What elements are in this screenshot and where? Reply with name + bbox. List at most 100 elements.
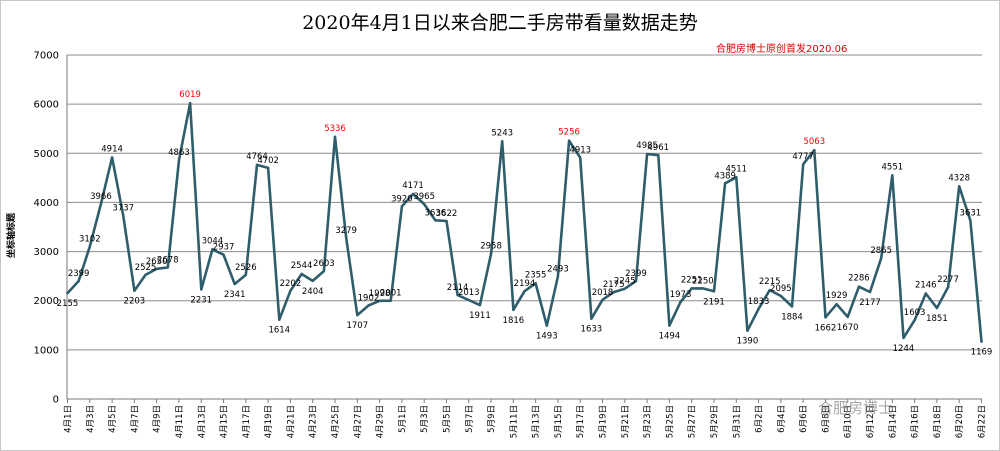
data-point [411, 192, 415, 196]
data-point [99, 202, 103, 206]
data-label: 3965 [413, 192, 435, 202]
data-label: 2194 [514, 279, 536, 289]
x-tick-label: 5月11日 [509, 405, 519, 438]
data-label: 1884 [781, 312, 803, 322]
data-point [188, 102, 192, 105]
data-label: 1614 [268, 326, 290, 336]
data-point [668, 324, 671, 327]
data-point [445, 219, 448, 223]
data-point [612, 290, 615, 294]
data-label: 1633 [581, 325, 603, 335]
data-label: 4914 [101, 145, 123, 155]
data-label: 3622 [436, 209, 458, 219]
data-point [88, 245, 91, 248]
data-label: 5063 [803, 137, 825, 147]
x-tick-label: 4月29日 [376, 405, 386, 438]
data-point [634, 279, 638, 283]
data-point [657, 154, 660, 157]
data-label: 2177 [859, 298, 881, 308]
data-label: 4171 [402, 181, 424, 191]
data-point [289, 289, 292, 292]
data-label: 2493 [547, 264, 569, 274]
x-tick-label: 5月7日 [465, 405, 475, 433]
data-point [567, 139, 571, 142]
data-label: 1494 [659, 332, 681, 342]
x-tick-label: 6月12日 [866, 405, 876, 438]
data-point [679, 300, 682, 304]
data-point [534, 282, 537, 285]
data-point [723, 182, 727, 185]
y-tick-label: 2000 [34, 296, 59, 307]
data-label: 2175 [603, 280, 625, 290]
data-point [958, 185, 961, 188]
data-point [266, 166, 270, 170]
data-point [344, 236, 348, 240]
x-tick-label: 5月1日 [398, 405, 408, 433]
data-point [356, 313, 359, 317]
x-tick-label: 5月13日 [532, 405, 542, 438]
data-label: 2202 [280, 279, 302, 289]
data-point [122, 214, 125, 217]
y-tick-label: 3000 [34, 247, 59, 258]
data-point [879, 257, 883, 260]
y-tick-label: 1000 [34, 345, 59, 356]
data-point [333, 135, 337, 138]
data-label: 2958 [480, 242, 502, 252]
data-point [813, 148, 816, 152]
data-point [77, 279, 80, 283]
x-tick-label: 6月18日 [933, 405, 943, 438]
data-label: 1973 [670, 290, 692, 300]
data-point [935, 306, 939, 310]
data-point [857, 285, 861, 288]
data-label: 3966 [90, 192, 112, 202]
data-label: 2018 [592, 288, 614, 298]
x-tick-label: 5月27日 [688, 405, 698, 438]
x-tick-label: 4月3日 [86, 405, 96, 433]
series-line [66, 101, 983, 343]
data-point [980, 340, 983, 343]
data-label: 1244 [893, 344, 915, 354]
data-label: 4551 [882, 162, 904, 172]
data-label: 3636 [425, 208, 447, 218]
data-point [824, 316, 827, 319]
data-point [255, 163, 259, 167]
data-label: 1169 [971, 348, 993, 358]
x-tick-label: 6月6日 [799, 405, 809, 433]
data-point [467, 298, 470, 302]
series-line-layer [66, 101, 983, 343]
data-labels: 2155 2399 3102 3966 4914 3737 2203 252526502678… [57, 90, 993, 357]
data-label: 2544 [291, 261, 313, 271]
data-point [523, 289, 526, 293]
data-label: 1833 [748, 297, 770, 307]
x-tick-label: 5月21日 [621, 405, 631, 438]
data-point [389, 299, 392, 302]
data-label: 4702 [257, 156, 279, 166]
data-point [311, 279, 314, 283]
data-point [868, 290, 872, 294]
data-label: 2603 [313, 259, 335, 269]
data-point [579, 156, 582, 159]
data-label: 1390 [737, 337, 759, 347]
data-point [690, 287, 693, 290]
data-point [969, 219, 972, 222]
data-label: 2001 [380, 289, 402, 299]
data-label: 1707 [346, 321, 368, 331]
data-label: 2286 [848, 274, 870, 284]
x-tick-label: 6月10日 [844, 405, 854, 438]
data-point [891, 174, 894, 177]
data-point [144, 273, 147, 277]
watermark-text: 合肥房博士 [818, 399, 894, 417]
data-point [400, 205, 404, 208]
data-point [378, 299, 381, 303]
data-point [623, 287, 627, 290]
axes [66, 55, 982, 403]
data-label: 3044 [202, 236, 224, 246]
data-label: 3920 [391, 194, 413, 204]
x-tick-label: 6月8日 [821, 405, 831, 433]
data-label: 2191 [703, 297, 725, 307]
data-label: 2404 [302, 287, 324, 297]
data-label: 1603 [904, 308, 926, 318]
x-tick-label: 5月31日 [732, 405, 742, 438]
data-point [913, 319, 916, 322]
